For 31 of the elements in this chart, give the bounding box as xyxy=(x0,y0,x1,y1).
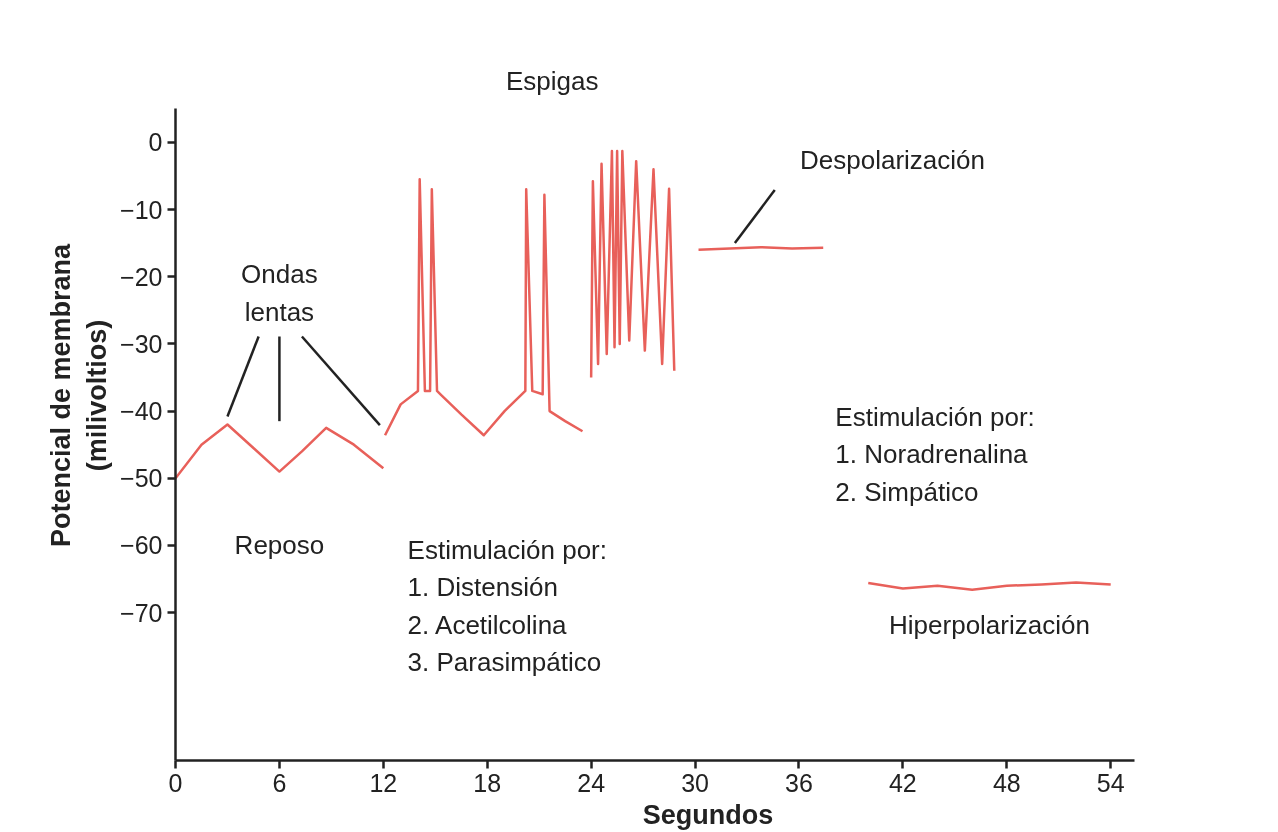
x-tick-label: 24 xyxy=(577,768,606,797)
line-series xyxy=(383,178,584,437)
text: Espigas xyxy=(505,66,599,97)
annotation: Despolarización xyxy=(800,144,985,175)
annotation: Estimulación por: 1. Noradrenalina 2. Simpático xyxy=(835,401,1035,507)
y-tick-label: −30 xyxy=(120,329,163,358)
y-tick-label: −50 xyxy=(120,464,163,493)
x-tick-label: 42 xyxy=(888,768,917,797)
x-tick-label: 30 xyxy=(681,768,709,797)
x-tick-label: 0 xyxy=(168,768,183,797)
x-tick-label: 48 xyxy=(992,768,1021,797)
annotation: Hiperpolarización xyxy=(889,609,1090,640)
y-tick-label: −40 xyxy=(120,397,163,426)
annotation: Reposo xyxy=(234,530,325,561)
x-axis-title: Segundos xyxy=(642,799,774,830)
y-tick-label: −70 xyxy=(120,598,163,627)
y-tick-label: −10 xyxy=(120,195,163,224)
line-series xyxy=(589,149,676,379)
x-tick-label: 6 xyxy=(272,768,287,797)
annotation: Ondas lentas xyxy=(241,259,318,327)
annotation: Estimulación por: 1. Distensión 2. Acetilcolina 3. Parasimpático xyxy=(407,534,607,678)
x-tick-label: 54 xyxy=(1096,768,1125,797)
x-tick-label: 36 xyxy=(785,768,813,797)
line-series xyxy=(175,423,385,480)
y-tick-label: −60 xyxy=(120,531,163,560)
x-tick-label: 12 xyxy=(369,768,398,797)
y-axis-title: Potencial de membrana (milivoltios) xyxy=(46,242,113,548)
y-tick-label: 0 xyxy=(148,128,163,157)
y-tick-label: −20 xyxy=(120,262,163,291)
x-tick-label: 18 xyxy=(473,768,502,797)
line-series xyxy=(867,581,1112,592)
